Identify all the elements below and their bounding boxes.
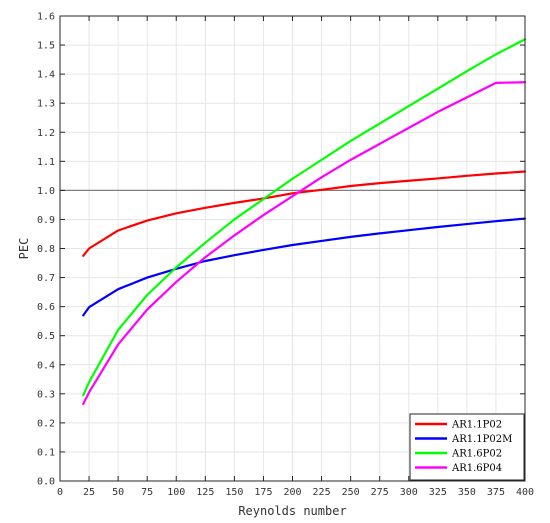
x-tick-label: 225 <box>313 487 331 498</box>
y-tick-label: 0.9 <box>37 215 55 226</box>
legend-label-ar1-1p02: AR1.1P02 <box>451 420 502 431</box>
x-tick-label: 275 <box>371 487 389 498</box>
grid-lines <box>59 15 526 482</box>
x-axis-ticks: 0 25 50 75 100 125 150 175 200 225 250 275 300 325 350… <box>57 16 534 498</box>
y-tick-label: 1.5 <box>37 41 55 52</box>
x-tick-label: 400 <box>516 487 534 498</box>
y-tick-label: 0.4 <box>37 360 55 371</box>
x-tick-label: 200 <box>283 487 301 498</box>
x-tick-label: 300 <box>400 487 418 498</box>
x-tick-label: 250 <box>342 487 360 498</box>
y-tick-label: 1.0 <box>37 186 55 197</box>
y-tick-label: 0.6 <box>37 302 55 313</box>
y-tick-label: 0.3 <box>37 389 55 400</box>
x-tick-label: 50 <box>112 487 124 498</box>
series-line-ar1-6p02 <box>82 38 527 397</box>
x-tick-label: 350 <box>458 487 476 498</box>
legend: AR1.1P02 AR1.1P02M AR1.6P02 AR1.6P04 <box>409 413 525 481</box>
series-line-ar1-6p04 <box>82 81 527 406</box>
x-tick-label: 175 <box>254 487 272 498</box>
x-tick-label: 325 <box>429 487 447 498</box>
x-tick-label: 100 <box>167 487 185 498</box>
x-tick-label: 150 <box>225 487 243 498</box>
y-tick-label: 0.8 <box>37 244 55 255</box>
y-tick-label: 0.0 <box>37 477 55 488</box>
y-tick-label: 1.2 <box>37 128 55 139</box>
x-tick-label: 0 <box>57 487 63 498</box>
x-axis-label: Reynolds number <box>238 504 346 518</box>
y-tick-label: 0.1 <box>37 447 55 458</box>
series-line-ar1-1p02 <box>82 170 527 257</box>
y-tick-label: 1.6 <box>37 12 55 23</box>
y-tick-label: 1.4 <box>37 70 55 81</box>
y-tick-label: 0.7 <box>37 273 55 284</box>
y-tick-label: 0.2 <box>37 418 55 429</box>
y-axis-label: PEC <box>17 238 31 260</box>
x-tick-label: 25 <box>83 487 95 498</box>
legend-label-ar1-6p02: AR1.6P02 <box>451 449 502 460</box>
y-tick-label: 1.1 <box>37 157 55 168</box>
series-lines <box>82 38 527 406</box>
y-tick-label: 0.5 <box>37 331 55 342</box>
series-line-ar1-1p02m <box>82 217 527 317</box>
y-axis-ticks: 0.0 0.1 0.2 0.3 0.4 0.5 0.6 0.7 0.8 0.9 1.0 1.1 1.2 1… <box>37 12 525 488</box>
legend-label-ar1-1p02m: AR1.1P02M <box>451 434 512 445</box>
x-tick-label: 75 <box>141 487 153 498</box>
x-tick-label: 375 <box>487 487 505 498</box>
legend-label-ar1-6p04: AR1.6P04 <box>451 463 502 474</box>
y-tick-label: 1.3 <box>37 99 55 110</box>
x-tick-label: 125 <box>196 487 214 498</box>
